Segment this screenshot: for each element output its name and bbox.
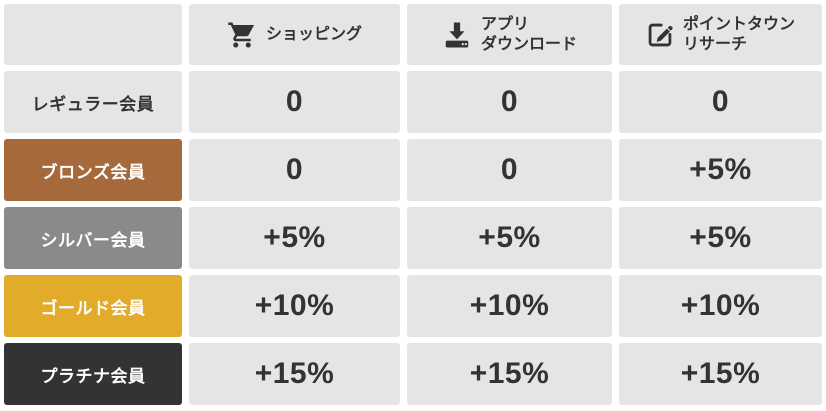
value-cell: +15% bbox=[189, 343, 400, 405]
row-label-bronze: ブロンズ会員 bbox=[4, 139, 182, 201]
value-cell: 0 bbox=[619, 71, 822, 133]
value-cell: 0 bbox=[407, 139, 612, 201]
column-header-label: アプリ ダウンロード bbox=[480, 15, 577, 53]
column-header-shopping: ショッピング bbox=[189, 4, 400, 65]
value-cell: +15% bbox=[407, 343, 612, 405]
column-header-label: ポイントタウン リサーチ bbox=[682, 15, 795, 53]
value-cell: +15% bbox=[619, 343, 822, 405]
value-cell: +10% bbox=[407, 275, 612, 337]
row-label-regular: レギュラー会員 bbox=[4, 71, 182, 133]
value-cell: +5% bbox=[407, 207, 612, 269]
value-cell: +10% bbox=[189, 275, 400, 337]
row-label-gold: ゴールド会員 bbox=[4, 275, 182, 337]
edit-pencil-icon bbox=[646, 21, 674, 49]
value-cell: +5% bbox=[189, 207, 400, 269]
row-label-platinum: プラチナ会員 bbox=[4, 343, 182, 405]
column-header-app-download: アプリ ダウンロード bbox=[407, 4, 612, 65]
corner-cell bbox=[4, 4, 182, 65]
shopping-cart-icon bbox=[227, 20, 257, 50]
column-header-label: ショッピング bbox=[265, 25, 362, 43]
value-cell: 0 bbox=[189, 139, 400, 201]
download-icon bbox=[442, 20, 472, 50]
row-label-silver: シルバー会員 bbox=[4, 207, 182, 269]
value-cell: +5% bbox=[619, 139, 822, 201]
value-cell: 0 bbox=[189, 71, 400, 133]
value-cell: 0 bbox=[407, 71, 612, 133]
value-cell: +5% bbox=[619, 207, 822, 269]
column-header-research: ポイントタウン リサーチ bbox=[619, 4, 822, 65]
value-cell: +10% bbox=[619, 275, 822, 337]
